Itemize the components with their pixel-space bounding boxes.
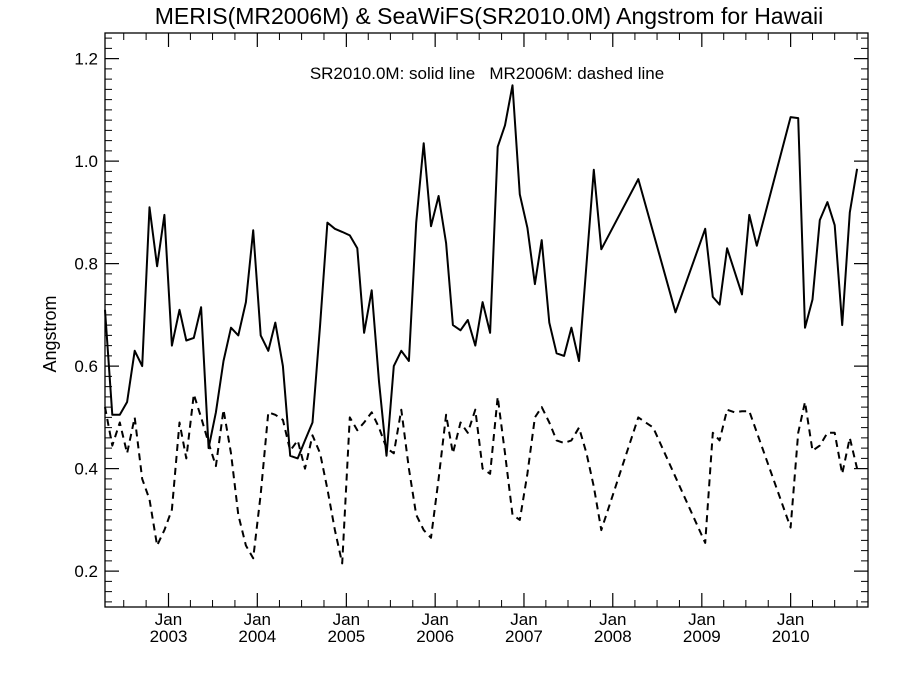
x-tick-month-label: Jan — [510, 610, 537, 629]
x-tick-month-label: Jan — [421, 610, 448, 629]
y-tick-label: 1.2 — [74, 50, 98, 69]
x-tick-year-label: 2009 — [683, 627, 721, 646]
y-tick-label: 0.2 — [74, 562, 98, 581]
x-tick-month-label: Jan — [244, 610, 271, 629]
x-tick-year-label: 2008 — [594, 627, 632, 646]
series-line-mr2006m — [104, 393, 859, 565]
x-tick-year-label: 2006 — [416, 627, 454, 646]
chart-title: MERIS(MR2006M) & SeaWiFS(SR2010.0M) Angs… — [155, 3, 823, 29]
x-tick-year-label: 2007 — [505, 627, 543, 646]
series-line-sr2010 — [104, 84, 859, 460]
y-tick-label: 0.4 — [74, 460, 98, 479]
x-tick-month-label: Jan — [155, 610, 182, 629]
plot-frame — [104, 32, 869, 608]
series-annotation: SR2010.0M: solid line MR2006M: dashed li… — [310, 64, 664, 83]
y-tick-label: 1.0 — [74, 152, 98, 171]
y-axis-label: Angstrom — [40, 295, 60, 372]
x-tick-year-label: 2003 — [150, 627, 188, 646]
x-tick-year-label: 2004 — [238, 627, 276, 646]
x-tick-year-label: 2005 — [327, 627, 365, 646]
x-tick-year-label: 2010 — [772, 627, 810, 646]
x-tick-month-label: Jan — [599, 610, 626, 629]
y-tick-label: 0.8 — [74, 255, 98, 274]
x-tick-month-label: Jan — [777, 610, 804, 629]
y-tick-label: 0.6 — [74, 357, 98, 376]
x-tick-month-label: Jan — [333, 610, 360, 629]
axis-ticks: 0.20.40.60.81.01.2Jan2003Jan2004Jan2005J… — [74, 33, 868, 646]
x-tick-month-label: Jan — [688, 610, 715, 629]
series-lines — [104, 84, 859, 565]
